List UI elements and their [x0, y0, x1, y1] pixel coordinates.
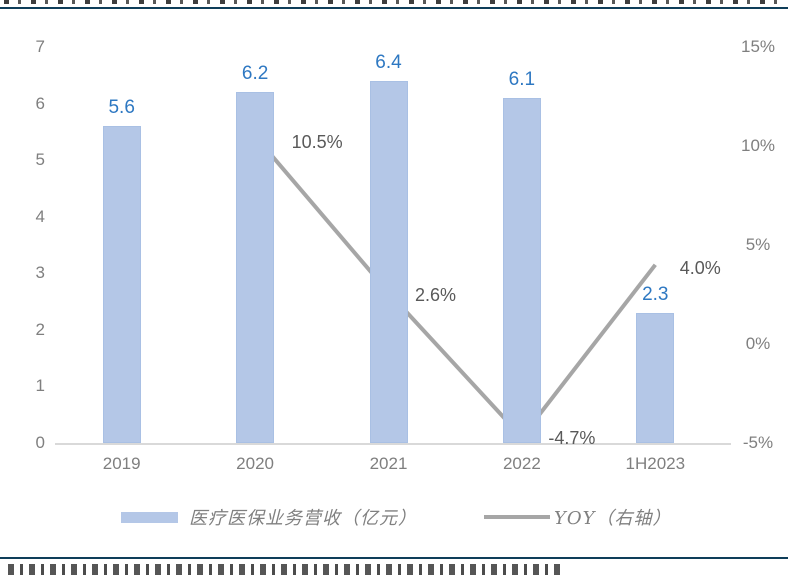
bar-value-label: 2.3: [642, 283, 669, 305]
yoy-value-label: -4.7%: [548, 428, 596, 449]
clipped-source-text-fragments: [8, 564, 564, 575]
left-axis-tick: 6: [35, 93, 45, 113]
top-divider-rule: [0, 7, 788, 9]
revenue-bar: [236, 92, 275, 443]
right-axis-tick: -5%: [742, 433, 774, 452]
revenue-bar: [636, 312, 675, 443]
revenue-bar: [102, 126, 141, 443]
x-axis-label: 2020: [236, 454, 274, 473]
right-axis-tick: 5%: [745, 235, 771, 254]
bar-value-label: 5.6: [108, 97, 135, 119]
yoy-value-label: 4.0%: [679, 257, 721, 278]
legend-item-revenue: 医疗医保业务营收（亿元）: [121, 507, 417, 529]
bar-value-label: 6.4: [375, 51, 402, 73]
yoy-value-label: 2.6%: [414, 284, 457, 305]
revenue-bar: [502, 97, 541, 443]
x-axis-label: 1H2023: [625, 454, 686, 473]
left-axis-tick: 2: [35, 319, 45, 339]
clipped-title-text-fragments: [4, 0, 784, 4]
yoy-value-label: 10.5%: [291, 132, 343, 153]
x-axis-label: 2019: [102, 454, 141, 473]
revenue-bar: [369, 80, 408, 443]
bar-series-legend-label: 医疗医保业务营收（亿元）: [189, 508, 417, 529]
yoy-line-series: [253, 134, 657, 441]
bar-value-label: 6.1: [508, 68, 536, 90]
x-axis-label: 2022: [502, 454, 541, 473]
line-series-legend-label: YOY（右轴）: [554, 508, 672, 529]
bar-series-swatch: [121, 511, 178, 523]
left-axis-tick: 0: [35, 433, 45, 452]
left-axis-tick: 7: [35, 37, 45, 56]
bottom-divider-rule: [0, 557, 788, 559]
legend-item-yoy: YOY（右轴）: [484, 507, 672, 529]
right-axis-tick: 10%: [740, 136, 776, 155]
right-axis-tick: 0%: [745, 334, 771, 353]
bar-value-label: 6.2: [241, 63, 269, 85]
left-axis-tick: 5: [35, 150, 45, 170]
right-axis-tick: 15%: [740, 37, 776, 56]
line-series-swatch: [484, 515, 550, 519]
x-axis-label: 2021: [369, 454, 408, 473]
left-axis-tick: 1: [35, 376, 45, 396]
left-axis-tick: 4: [35, 206, 45, 226]
left-axis-tick: 3: [35, 263, 45, 283]
